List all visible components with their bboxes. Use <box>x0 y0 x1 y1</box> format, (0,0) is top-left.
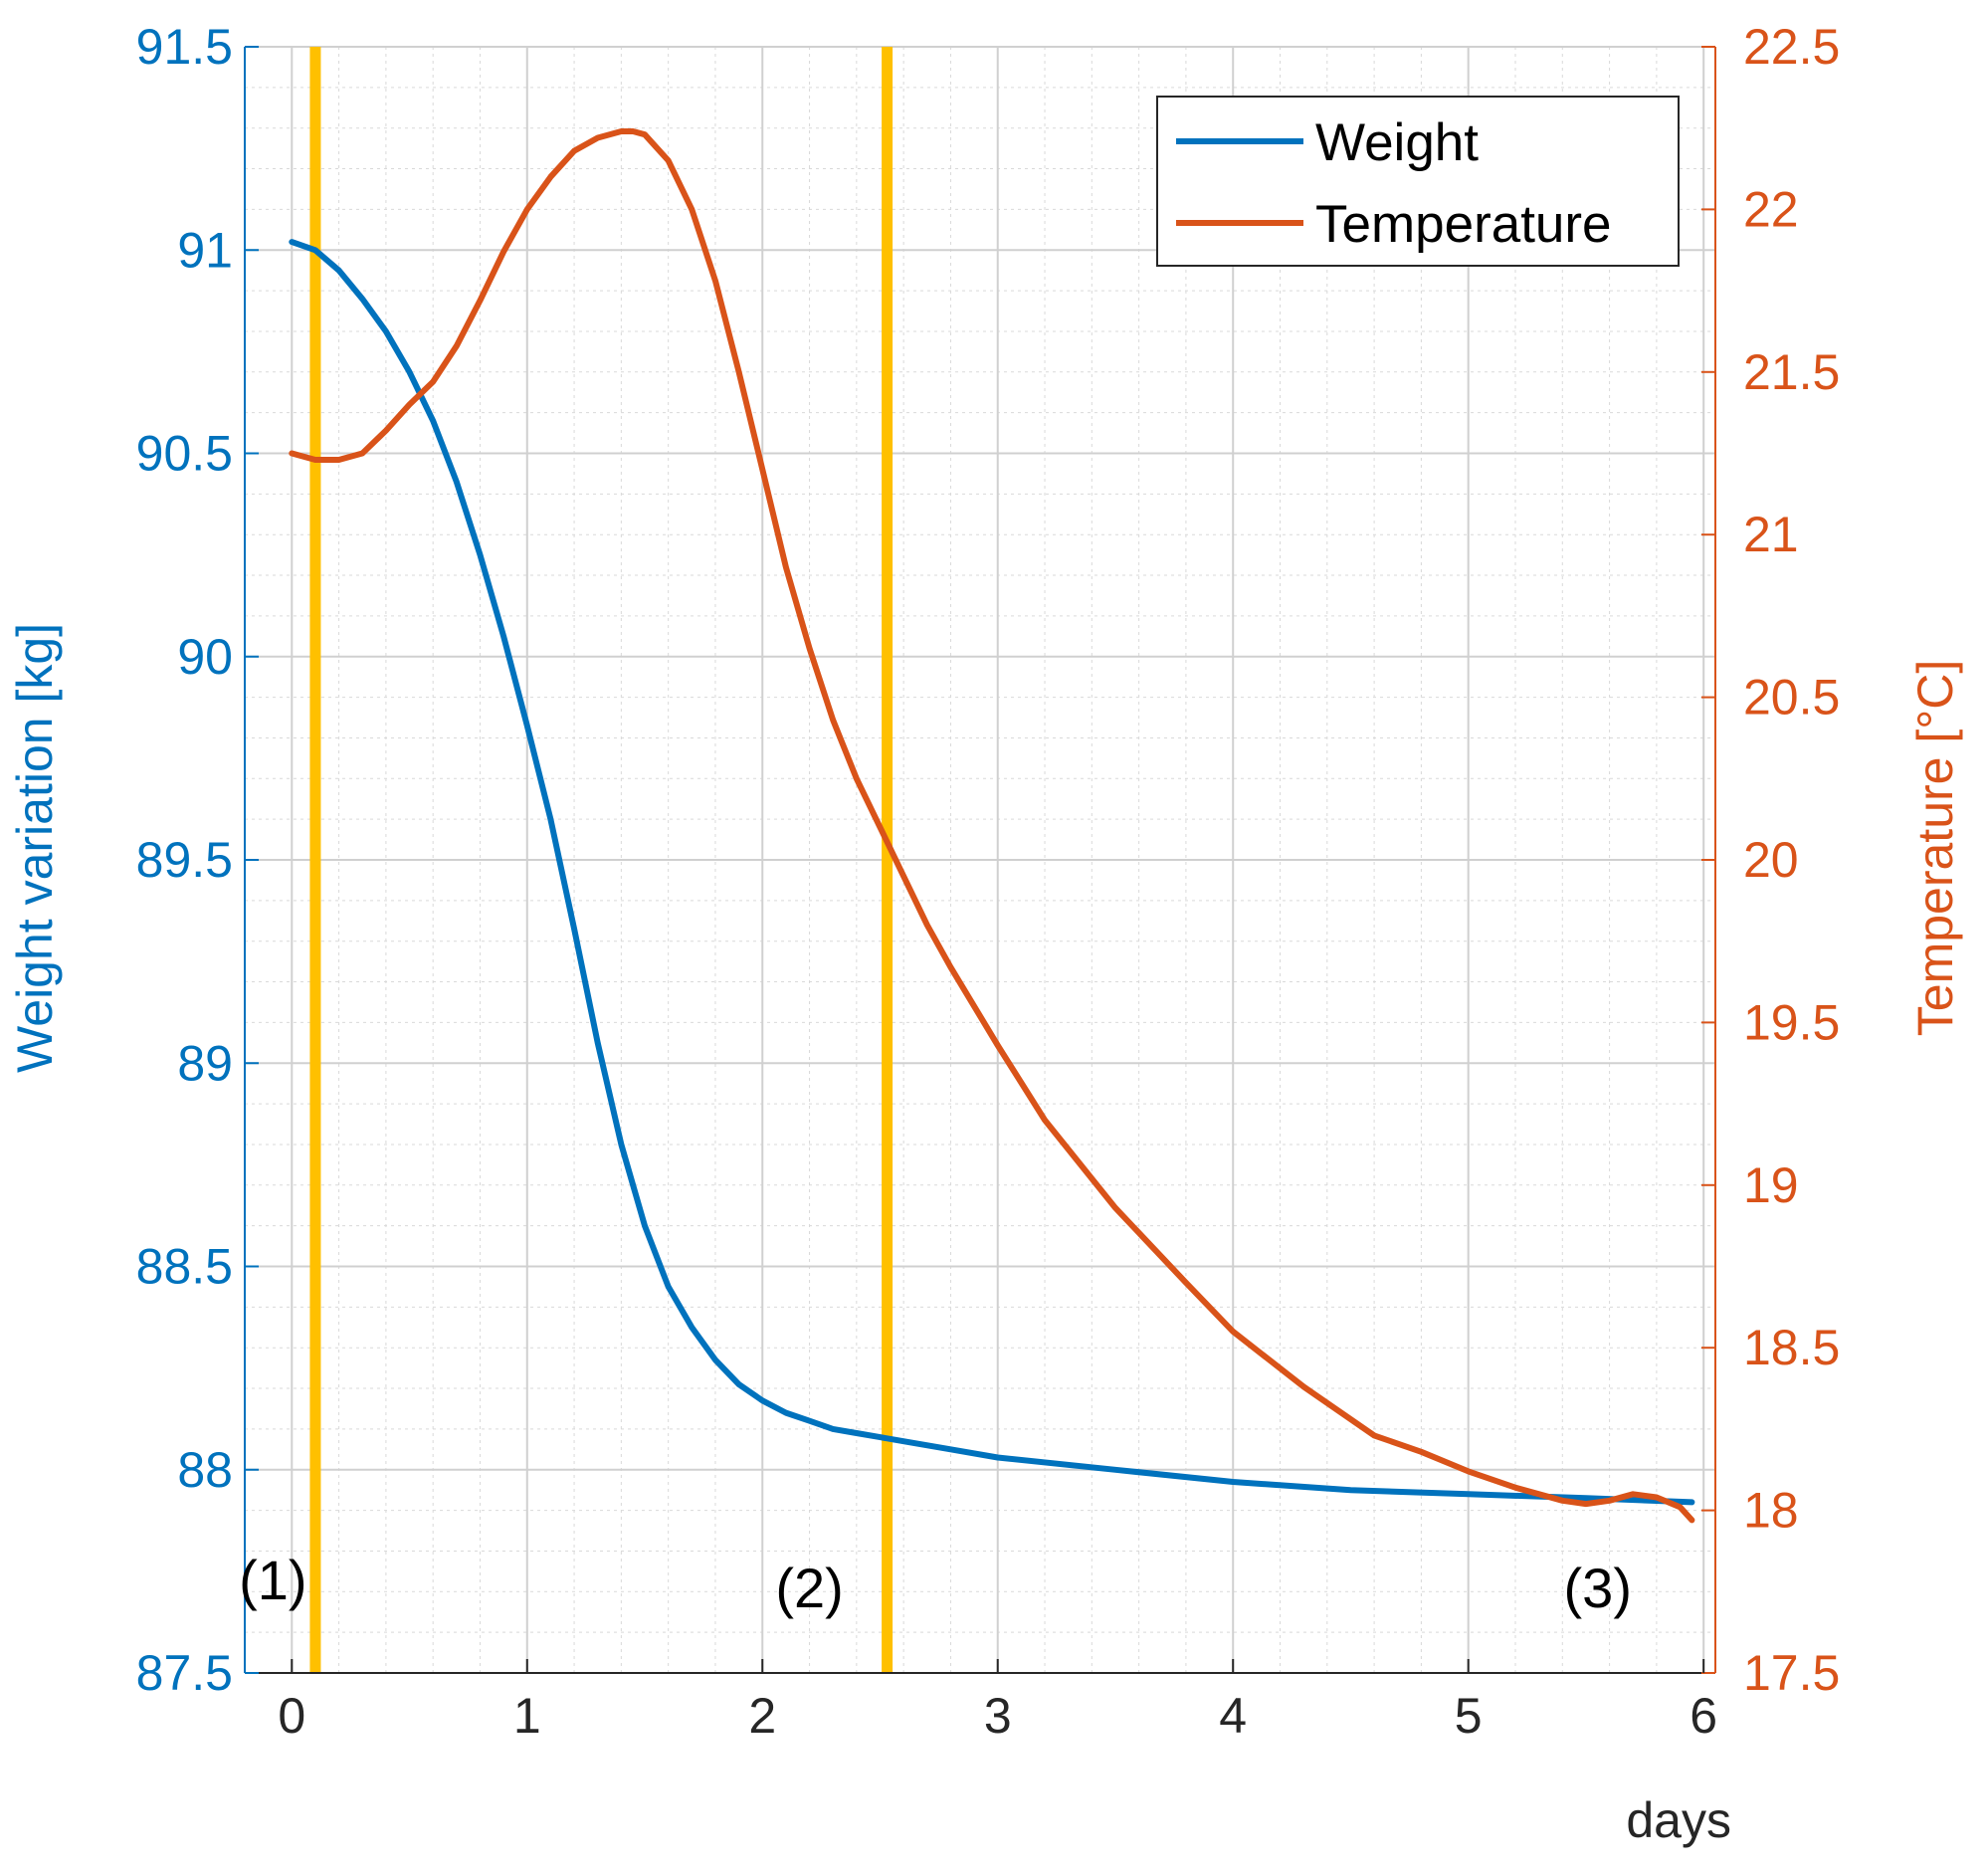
y-right-tick-label: 19.5 <box>1743 994 1840 1050</box>
annotation-1: (1) <box>239 1549 306 1611</box>
y-left-axis-label: Weight variation [kg] <box>7 623 63 1073</box>
y-right-tick-label: 17.5 <box>1743 1645 1840 1701</box>
y-right-axis-label: Temperature [°C] <box>1907 660 1963 1036</box>
series-lines <box>289 128 1695 1524</box>
x-axis-label: days <box>1626 1792 1731 1848</box>
y-right-tick-label: 18.5 <box>1743 1320 1840 1375</box>
y-right-tick-label: 22 <box>1743 181 1799 237</box>
series-line-weight <box>289 239 1695 1506</box>
y-left-tick-label: 88 <box>177 1442 233 1498</box>
y-right-tick-label: 21.5 <box>1743 344 1840 400</box>
y-left-tick-label: 91.5 <box>136 19 233 75</box>
y-right-tick-label: 18 <box>1743 1483 1799 1539</box>
y-right-tick-label: 19 <box>1743 1157 1799 1213</box>
annotations: (1) (2) (3) <box>239 1549 1632 1619</box>
vertical-markers <box>309 47 894 1673</box>
annotation-3: (3) <box>1564 1557 1632 1619</box>
legend: Weight Temperature <box>1156 96 1680 267</box>
y-left-tick-label: 89 <box>177 1035 233 1091</box>
y-right-tick-label: 20 <box>1743 832 1799 888</box>
x-tick-label: 6 <box>1690 1688 1717 1744</box>
y-left-tick-label: 88.5 <box>136 1239 233 1295</box>
y-left-tick-label: 89.5 <box>136 832 233 888</box>
y-right-tick-label: 20.5 <box>1743 670 1840 726</box>
x-tick-label: 4 <box>1219 1688 1247 1744</box>
x-tick-label: 2 <box>748 1688 776 1744</box>
legend-label-temperature: Temperature <box>1315 195 1612 254</box>
y-left-tick-label: 90.5 <box>136 426 233 482</box>
x-tick-label: 0 <box>278 1688 305 1744</box>
y-left-tick-label: 90 <box>177 629 233 685</box>
x-tick-label: 1 <box>513 1688 541 1744</box>
series-line-temperature <box>289 128 1695 1524</box>
y-left-tick-label: 91 <box>177 222 233 278</box>
axes: 87.5 88 88.5 89 89.5 90 90.5 91 91.5 17.5 18 18.5 19… <box>136 19 1841 1744</box>
annotation-2: (2) <box>775 1557 843 1619</box>
x-tick-label: 3 <box>984 1688 1012 1744</box>
y-left-tick-label: 87.5 <box>136 1645 233 1701</box>
legend-label-weight: Weight <box>1315 113 1479 172</box>
y-right-tick-label: 22.5 <box>1743 19 1840 75</box>
grid <box>245 46 1715 1674</box>
y-right-tick-label: 21 <box>1743 507 1799 562</box>
legend-box <box>1156 96 1680 267</box>
x-tick-label: 5 <box>1455 1688 1483 1744</box>
